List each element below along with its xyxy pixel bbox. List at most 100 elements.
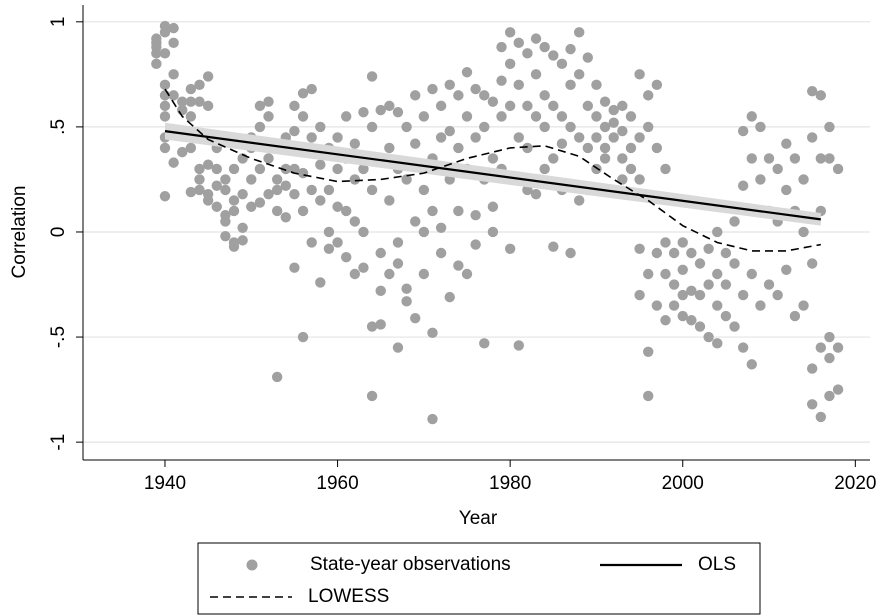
plot-area [151, 20, 844, 425]
scatter-point [487, 201, 499, 212]
scatter-point [220, 174, 231, 185]
scatter-point [539, 41, 550, 53]
scatter-point [340, 205, 352, 217]
scatter-point [772, 289, 783, 301]
scatter-point [228, 195, 240, 206]
scatter-point [435, 132, 447, 143]
scatter-point [737, 342, 749, 353]
scatter-point [470, 132, 481, 143]
scatter-point [789, 310, 801, 322]
scatter-point [729, 258, 740, 269]
scatter-point [634, 69, 645, 80]
scatter-point [280, 180, 291, 191]
scatter-point [599, 153, 611, 164]
scatter-point [418, 184, 430, 196]
scatter-point [599, 121, 611, 133]
scatter-point [643, 390, 654, 402]
scatter-point [694, 289, 706, 301]
scatter-point [168, 69, 179, 80]
scatter-point [548, 100, 559, 112]
scatter-point [720, 279, 732, 290]
scatter-point [556, 58, 568, 70]
scatter-point [582, 52, 594, 63]
scatter-point [168, 90, 179, 101]
scatter-point [306, 184, 317, 196]
scatter-point [435, 247, 447, 259]
scatter-point [755, 174, 766, 185]
x-tick-label: 2000 [662, 473, 704, 494]
scatter-point [375, 285, 386, 297]
y-tick-label: -1 [48, 434, 69, 451]
scatter-point [271, 184, 283, 196]
scatter-point [599, 142, 611, 154]
scatter-point [332, 132, 343, 143]
scatter-point [289, 188, 300, 200]
scatter-point [461, 111, 473, 122]
scatter-point [582, 100, 594, 112]
scatter-point [315, 277, 326, 288]
scatter-point [573, 69, 585, 80]
scatter-point [410, 90, 421, 101]
scatter-point [418, 268, 430, 280]
scatter-point [444, 125, 455, 137]
scatter-point [401, 283, 412, 294]
scatter-point [815, 411, 827, 423]
scatter-point [660, 315, 671, 326]
scatter-point [444, 291, 455, 303]
scatter-point [772, 163, 783, 175]
scatter-point [556, 111, 568, 122]
legend-label: State-year observations [310, 554, 511, 575]
scatter-point [573, 27, 585, 38]
scatter-point [806, 132, 818, 143]
x-axis-label: Year [459, 508, 498, 529]
scatter-point [591, 132, 602, 143]
scatter-point [332, 201, 343, 212]
scatter-point [643, 121, 654, 133]
scatter-point [237, 222, 248, 233]
scatter-point [548, 241, 559, 252]
scatter-point [798, 174, 809, 185]
scatter-point [185, 186, 197, 198]
y-tick-label: 1 [48, 17, 69, 28]
scatter-point [159, 142, 171, 154]
scatter-point [824, 352, 835, 364]
scatter-point [358, 262, 369, 273]
scatter-point [323, 243, 335, 254]
scatter-point [315, 121, 326, 133]
scatter-point [720, 247, 732, 259]
scatter-point [556, 138, 568, 149]
scatter-point [694, 258, 706, 269]
scatter-point [522, 100, 533, 112]
scatter-point [435, 100, 447, 112]
scatter-point [487, 226, 499, 238]
scatter-point [168, 22, 179, 34]
scatter-point [410, 312, 421, 324]
scatter-point [349, 138, 361, 149]
scatter-point [220, 230, 231, 242]
scatter-point [306, 237, 317, 248]
scatter-point [366, 71, 378, 82]
scatter-point [366, 121, 378, 133]
scatter-point [660, 268, 671, 280]
scatter-point [159, 48, 171, 59]
scatter-point [513, 37, 524, 49]
scatter-point [513, 340, 524, 351]
scatter-point [686, 315, 697, 326]
scatter-point [237, 188, 248, 200]
scatter-point [332, 163, 343, 175]
scatter-point [168, 157, 179, 168]
line [164, 130, 821, 221]
scatter-point [832, 384, 844, 395]
scatter-point [781, 138, 792, 149]
scatter-point [271, 205, 283, 217]
scatter-point [177, 104, 188, 116]
scatter-point [565, 43, 576, 55]
scatter-point [703, 279, 714, 290]
line [164, 88, 821, 252]
scatter-point [427, 327, 438, 339]
x-tick-label: 1980 [489, 473, 531, 494]
scatter-point [668, 300, 680, 311]
scatter-point [651, 300, 663, 311]
scatter-point [781, 184, 792, 196]
scatter-point [608, 104, 619, 116]
